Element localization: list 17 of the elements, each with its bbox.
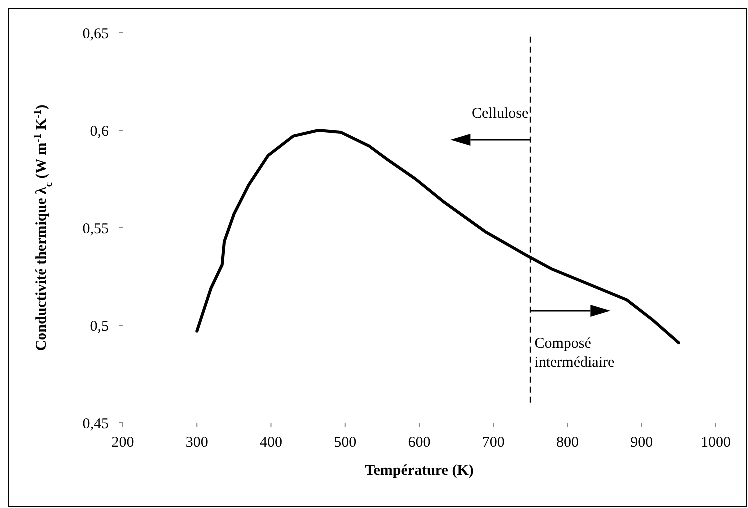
x-axis-title: Température (K) xyxy=(365,463,474,479)
annotation: Cellulose xyxy=(472,106,530,122)
y-tick-label: 0,5 xyxy=(90,318,109,335)
y-tick-label: 0,65 xyxy=(82,26,109,42)
x-tick-label: 800 xyxy=(556,435,579,451)
x-tick-label: 600 xyxy=(408,435,431,451)
x-tick-label: 900 xyxy=(630,435,654,451)
y-tick-label: 0,55 xyxy=(82,221,109,238)
y-tick-label: 0,6 xyxy=(90,124,110,140)
annotation: Composé intermédiaire xyxy=(534,336,615,371)
y-tick-label: 0,45 xyxy=(82,416,109,432)
x-tick-label: 700 xyxy=(482,435,505,451)
x-tick-label: 500 xyxy=(334,435,357,451)
x-tick-label: 400 xyxy=(260,435,282,451)
x-tick-label: 200 xyxy=(112,435,134,451)
x-tick-label: 300 xyxy=(186,435,208,451)
x-tick-label: 1000 xyxy=(701,435,731,451)
